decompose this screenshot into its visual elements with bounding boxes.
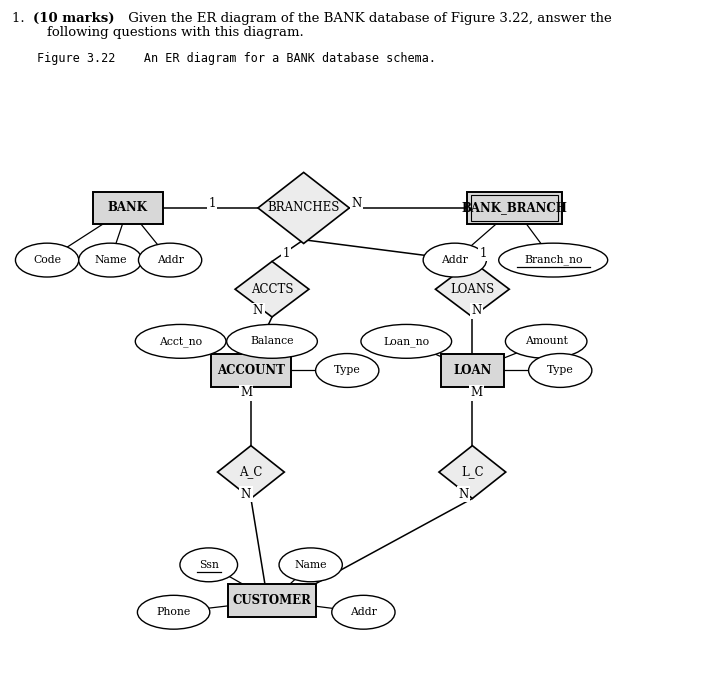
Text: Addr: Addr <box>350 607 377 617</box>
Text: Type: Type <box>547 365 574 375</box>
FancyBboxPatch shape <box>228 585 316 617</box>
Text: N: N <box>351 197 362 209</box>
Text: BANK: BANK <box>108 201 148 214</box>
Text: Addr: Addr <box>441 255 468 265</box>
Text: Name: Name <box>94 255 127 265</box>
Text: LOAN: LOAN <box>453 364 491 377</box>
Text: Branch_no: Branch_no <box>524 255 582 265</box>
Text: Name: Name <box>294 560 327 570</box>
Ellipse shape <box>316 354 379 388</box>
Ellipse shape <box>135 324 226 358</box>
Ellipse shape <box>138 243 202 277</box>
Ellipse shape <box>423 243 486 277</box>
Text: Type: Type <box>334 365 360 375</box>
Text: Amount: Amount <box>525 337 568 346</box>
Text: 1: 1 <box>282 248 290 260</box>
Text: 1: 1 <box>209 197 216 209</box>
Text: Code: Code <box>33 255 61 265</box>
Ellipse shape <box>361 324 451 358</box>
Text: M: M <box>470 386 483 399</box>
Ellipse shape <box>79 243 142 277</box>
Text: 1: 1 <box>479 247 486 260</box>
Text: CUSTOMER: CUSTOMER <box>232 594 312 607</box>
Text: Given the ER diagram of the BANK database of Figure 3.22, answer the: Given the ER diagram of the BANK databas… <box>124 12 612 24</box>
Text: L_C: L_C <box>461 466 483 479</box>
FancyBboxPatch shape <box>92 192 163 224</box>
Text: ACCTS: ACCTS <box>250 283 293 296</box>
Polygon shape <box>435 261 510 317</box>
Text: Balance: Balance <box>250 337 294 346</box>
Text: BANK_BRANCH: BANK_BRANCH <box>462 201 567 214</box>
Text: A_C: A_C <box>240 466 263 479</box>
Ellipse shape <box>15 243 79 277</box>
Text: N: N <box>253 305 263 318</box>
Text: Phone: Phone <box>157 607 191 617</box>
Ellipse shape <box>138 595 210 629</box>
FancyBboxPatch shape <box>210 354 291 387</box>
Ellipse shape <box>529 354 592 388</box>
Polygon shape <box>235 261 309 317</box>
Text: 1.: 1. <box>12 12 29 24</box>
Ellipse shape <box>226 324 317 358</box>
Text: Acct_no: Acct_no <box>159 336 202 347</box>
FancyBboxPatch shape <box>440 354 504 387</box>
Ellipse shape <box>332 595 395 629</box>
Text: M: M <box>240 386 252 399</box>
Polygon shape <box>439 445 506 498</box>
Text: following questions with this diagram.: following questions with this diagram. <box>47 27 304 39</box>
Text: ACCOUNT: ACCOUNT <box>217 364 285 377</box>
Ellipse shape <box>180 548 237 582</box>
Text: N: N <box>241 488 251 501</box>
Text: (10 marks): (10 marks) <box>33 12 114 24</box>
Ellipse shape <box>499 243 608 277</box>
Ellipse shape <box>505 324 587 358</box>
Text: N: N <box>472 305 482 318</box>
Text: N: N <box>459 488 469 501</box>
Text: Addr: Addr <box>157 255 183 265</box>
Text: Figure 3.22    An ER diagram for a BANK database schema.: Figure 3.22 An ER diagram for a BANK dat… <box>36 52 435 65</box>
Text: Ssn: Ssn <box>199 560 218 570</box>
Polygon shape <box>258 173 349 243</box>
Polygon shape <box>218 445 285 498</box>
Text: LOANS: LOANS <box>450 283 494 296</box>
Text: Loan_no: Loan_no <box>383 336 430 347</box>
Ellipse shape <box>279 548 342 582</box>
FancyBboxPatch shape <box>467 192 562 224</box>
Text: BRANCHES: BRANCHES <box>267 201 340 214</box>
